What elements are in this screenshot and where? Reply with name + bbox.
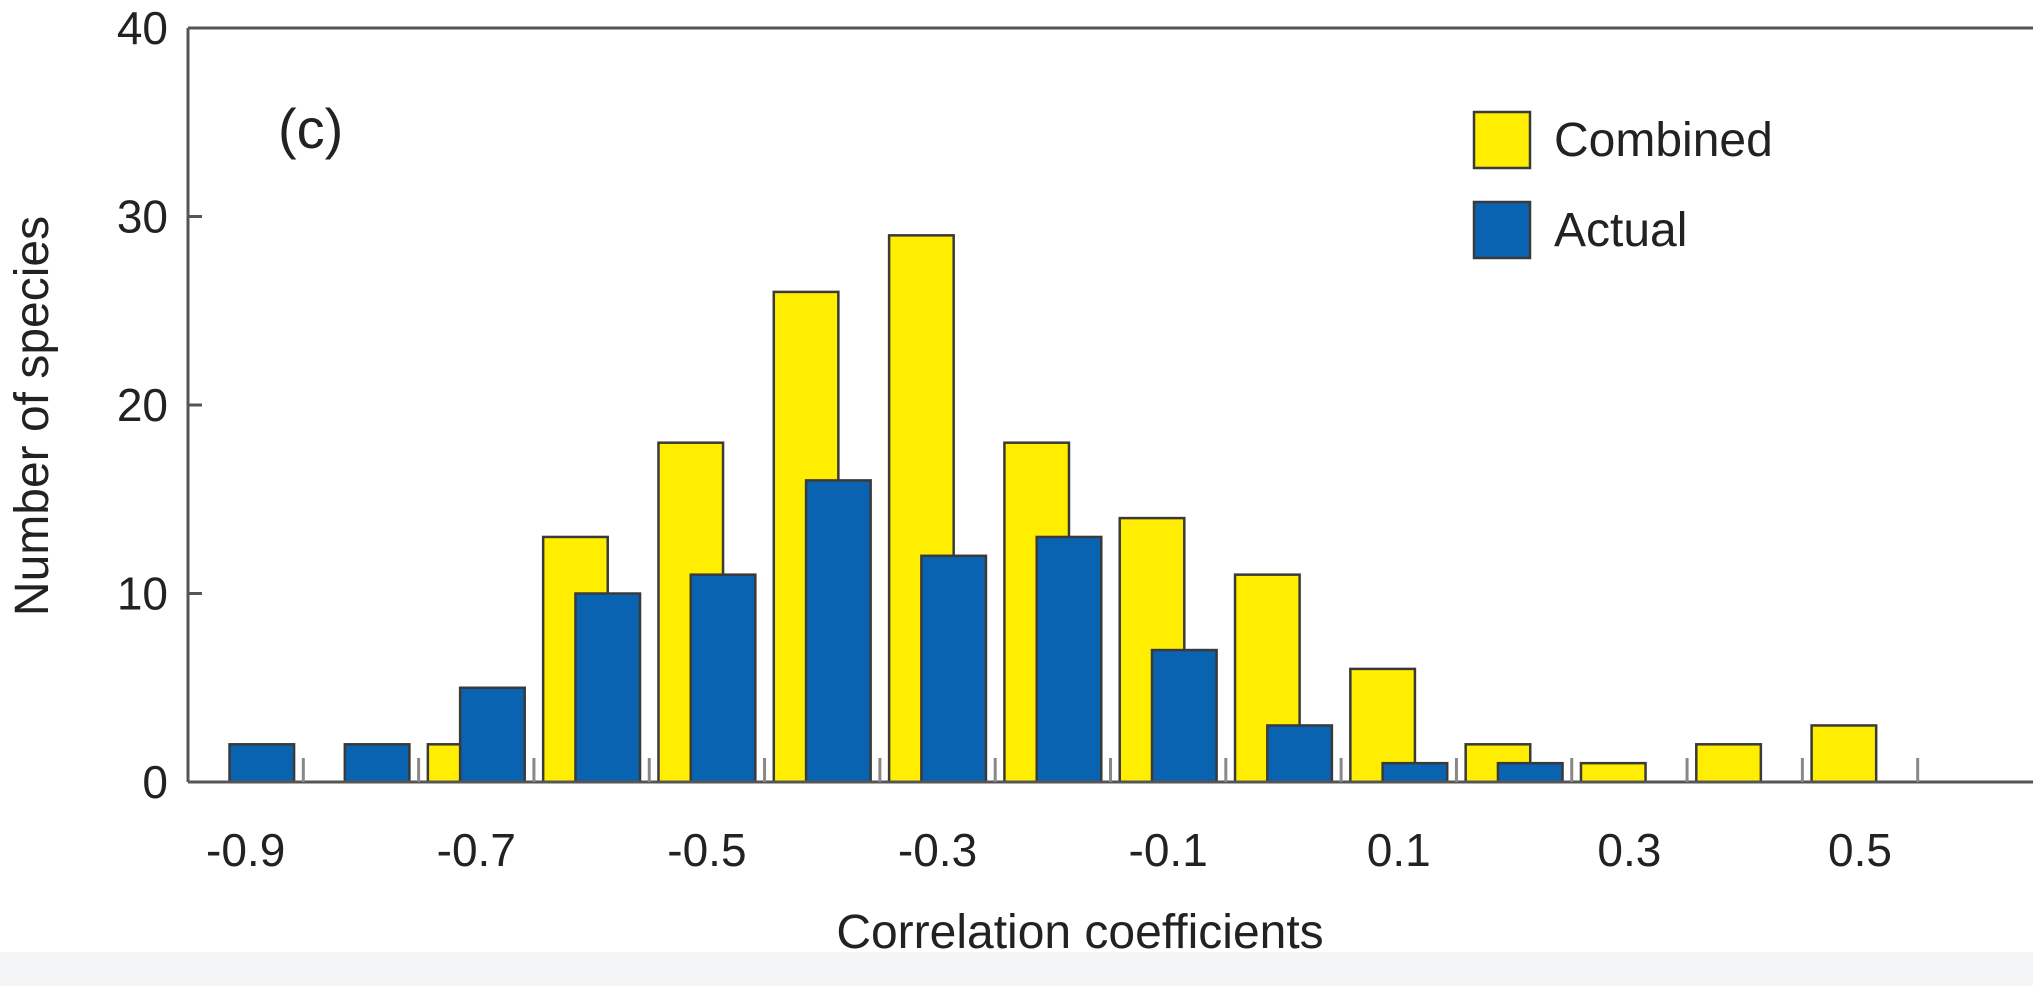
panel-label: (c): [278, 97, 343, 160]
bar-actual: [1266, 724, 1334, 784]
x-tick-label: -0.3: [898, 824, 977, 876]
bar-actual: [804, 479, 872, 784]
y-tick-label: 10: [117, 568, 168, 620]
y-tick-label: 30: [117, 191, 168, 243]
x-tick-label: -0.9: [206, 824, 285, 876]
x-tick-label: 0.5: [1828, 824, 1892, 876]
x-tick-label: -0.5: [667, 824, 746, 876]
legend-label: Combined: [1554, 114, 1773, 167]
y-tick-label: 40: [117, 2, 168, 54]
bar-combined: [1579, 761, 1647, 784]
bar-actual: [228, 743, 296, 784]
bar-actual: [343, 743, 411, 784]
bar-actual: [920, 554, 988, 784]
bar-combined: [1695, 743, 1763, 784]
x-tick-label: 0.1: [1367, 824, 1431, 876]
bar-actual: [1381, 761, 1449, 784]
chart-figure: 0 10 20 30 40 -0.9 -0.7 -0.5 -0.3 -0.1 0.1 0.3 0.5 …: [0, 0, 2033, 952]
x-tick-label: -0.1: [1129, 824, 1208, 876]
legend-swatch: [1472, 200, 1532, 260]
bar-combined: [1810, 724, 1878, 784]
bar-actual: [1496, 761, 1564, 784]
y-axis-ticks: 0 10 20 30 40: [117, 2, 202, 808]
bar-actual: [689, 573, 757, 784]
legend-label: Actual: [1554, 204, 1687, 257]
y-tick-label: 0: [142, 756, 168, 808]
x-axis-ticks: -0.9 -0.7 -0.5 -0.3 -0.1 0.1 0.3 0.5: [206, 758, 1920, 876]
bar-actual: [574, 592, 642, 784]
bars-layer: [228, 234, 1878, 784]
x-tick-label: 0.3: [1597, 824, 1661, 876]
y-tick-label: 20: [117, 379, 168, 431]
legend: Combined Actual: [1472, 110, 1773, 260]
x-axis-title: Correlation coefficients: [836, 906, 1323, 952]
legend-swatch: [1472, 110, 1532, 170]
bar-actual: [1150, 648, 1218, 784]
y-axis-title: Number of species: [6, 216, 59, 616]
bar-actual: [458, 686, 526, 784]
bar-actual: [1035, 535, 1103, 784]
x-tick-label: -0.7: [437, 824, 516, 876]
